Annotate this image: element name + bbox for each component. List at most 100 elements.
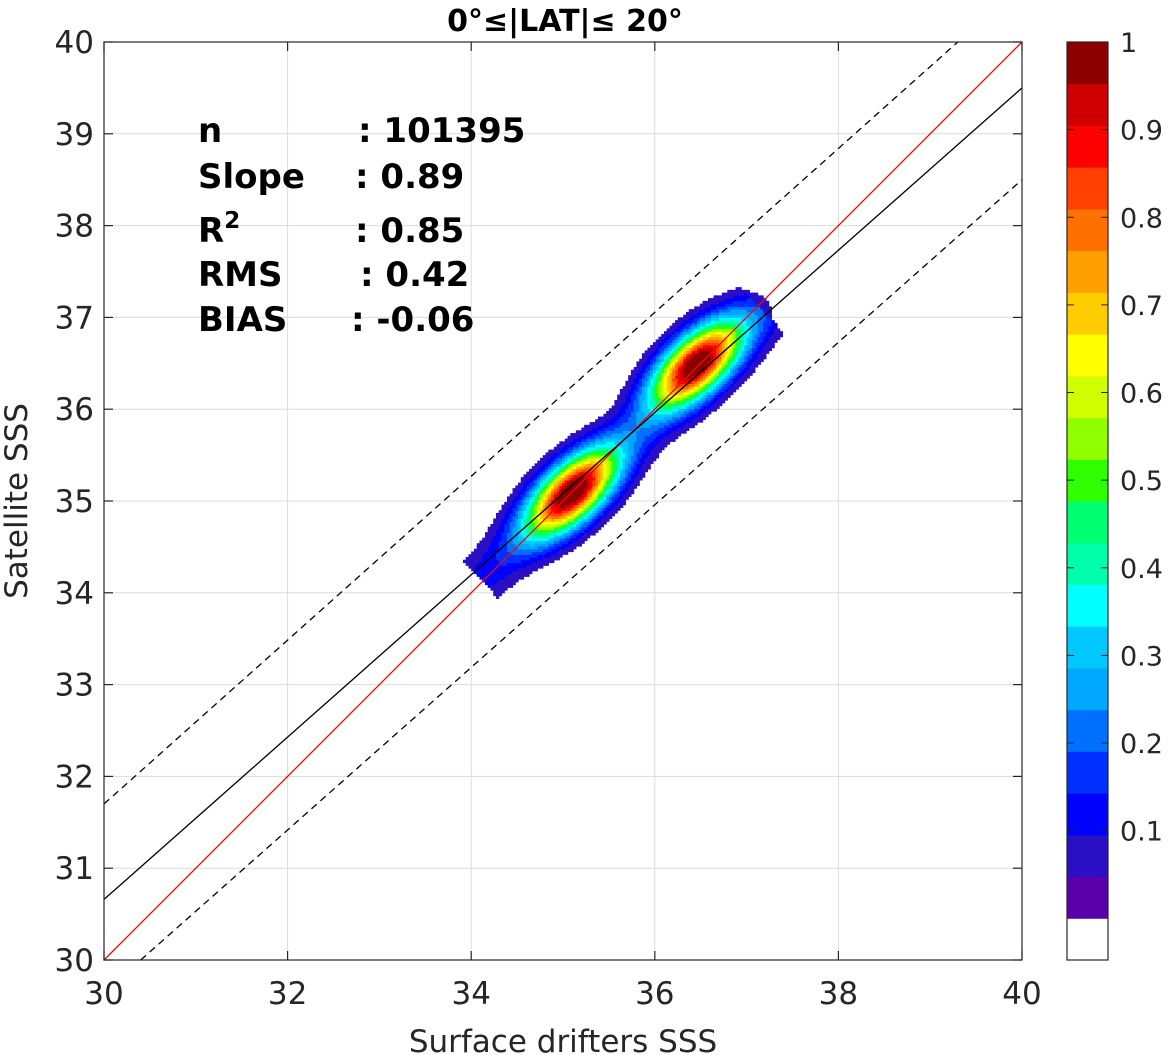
density-cell — [636, 477, 640, 481]
density-cell — [611, 460, 616, 464]
density-cell — [677, 361, 682, 365]
density-cell — [479, 556, 483, 561]
density-cell — [721, 314, 726, 318]
density-cell — [666, 366, 671, 371]
density-cell — [647, 347, 651, 352]
density-cell — [669, 333, 673, 338]
density-cell — [622, 493, 627, 498]
density-cell — [710, 336, 715, 341]
density-cell — [518, 510, 522, 514]
density-cell — [578, 512, 582, 517]
density-cell — [721, 366, 726, 371]
density-cell — [655, 377, 660, 382]
density-cell — [727, 391, 731, 396]
density-cell — [628, 386, 632, 390]
density-cell — [512, 504, 516, 509]
density-cell — [589, 496, 593, 500]
density-cell — [699, 347, 704, 352]
density-cell — [531, 515, 536, 520]
density-cell — [589, 493, 593, 498]
density-cell — [619, 422, 624, 426]
density-cell — [534, 504, 538, 509]
density-cell — [595, 422, 599, 426]
density-cell — [540, 488, 544, 492]
density-cell — [567, 537, 571, 542]
density-cell — [686, 331, 690, 335]
density-cell — [542, 463, 547, 467]
density-cell — [564, 446, 569, 451]
density-cell — [727, 289, 731, 294]
density-cell — [732, 347, 737, 352]
density-cell — [534, 556, 538, 561]
density-cell — [730, 355, 734, 360]
density-cell — [702, 391, 706, 396]
density-cell — [672, 339, 676, 343]
density-cell — [619, 433, 624, 437]
density-cell — [484, 562, 489, 566]
density-cell — [531, 499, 536, 503]
density-cell — [507, 501, 511, 506]
density-cell — [749, 300, 753, 305]
density-cell — [625, 424, 629, 429]
density-cell — [622, 488, 627, 492]
density-cell — [663, 441, 668, 445]
density-cell — [705, 311, 709, 316]
density-cell — [641, 446, 646, 451]
density-cell — [518, 488, 522, 492]
density-cell — [666, 339, 671, 343]
density-cell — [658, 361, 662, 365]
density-cell — [730, 289, 734, 294]
density-cell — [680, 411, 684, 415]
density-cell — [727, 353, 731, 357]
density-cell — [520, 556, 525, 561]
density-cell — [757, 306, 761, 310]
density-cell — [702, 333, 706, 338]
density-cell — [509, 556, 514, 561]
density-cell — [617, 400, 621, 404]
density-cell — [556, 526, 560, 531]
density-cell — [495, 592, 500, 597]
density-cell — [691, 386, 695, 390]
density-cell — [727, 372, 731, 376]
density-cell — [650, 361, 654, 365]
density-cell — [531, 537, 536, 542]
density-cell — [614, 416, 618, 420]
density-cell — [674, 397, 679, 401]
density-cell — [581, 501, 585, 506]
density-cell — [688, 408, 693, 412]
density-cell — [501, 587, 505, 591]
density-cell — [658, 339, 662, 343]
density-cell — [688, 377, 693, 382]
density-cell — [540, 479, 544, 484]
density-cell — [584, 485, 588, 489]
density-cell — [644, 427, 649, 431]
density-cell — [476, 562, 481, 566]
density-cell — [529, 562, 533, 566]
density-cell — [652, 380, 657, 385]
density-cell — [584, 430, 588, 434]
density-cell — [556, 548, 560, 553]
density-cell — [633, 411, 638, 415]
density-cell — [641, 468, 646, 473]
density-cell — [683, 369, 687, 374]
density-cell — [721, 303, 726, 307]
density-cell — [697, 333, 701, 338]
density-cell — [529, 534, 533, 539]
density-cell — [694, 328, 698, 332]
density-cell — [493, 529, 497, 533]
density-cell — [752, 311, 756, 316]
density-cell — [600, 477, 604, 481]
density-cell — [542, 532, 547, 536]
density-cell — [559, 534, 563, 539]
density-cell — [650, 430, 654, 434]
density-cell — [735, 333, 739, 338]
density-cell — [545, 556, 549, 561]
density-cell — [523, 562, 527, 566]
density-cell — [600, 468, 604, 473]
density-cell — [495, 595, 500, 599]
density-cell — [512, 490, 516, 495]
density-cell — [611, 435, 616, 440]
density-cell — [564, 449, 569, 453]
density-cell — [581, 526, 585, 531]
density-cell — [661, 435, 665, 440]
